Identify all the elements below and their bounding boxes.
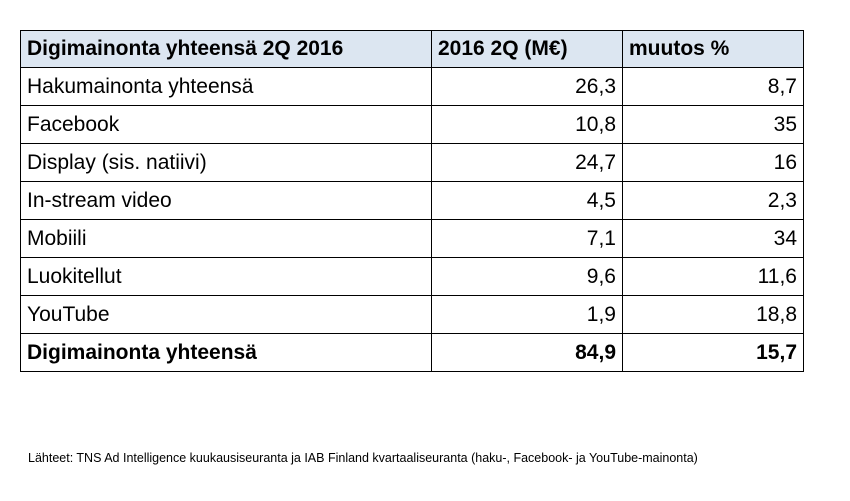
table-cell: Facebook (20, 105, 432, 144)
table-row: Display (sis. natiivi) 24,7 16 (20, 143, 804, 182)
header-row: Digimainonta yhteensä 2Q 2016 2016 2Q (M€… (20, 30, 804, 68)
table-cell: 24,7 (431, 143, 623, 182)
table-cell: 26,3 (431, 67, 623, 106)
table-cell: Mobiili (20, 219, 432, 258)
table-cell: Luokitellut (20, 257, 432, 296)
table-row: In-stream video 4,5 2,3 (20, 181, 804, 220)
source-note: Lähteet: TNS Ad Intelligence kuukausiseu… (28, 451, 698, 465)
table-cell: 15,7 (622, 333, 804, 372)
table-cell: 16 (622, 143, 804, 182)
header-cell: Digimainonta yhteensä 2Q 2016 (20, 30, 432, 68)
table-cell: 18,8 (622, 295, 804, 334)
table-cell: In-stream video (20, 181, 432, 220)
table-body: Digimainonta yhteensä 2Q 2016 2016 2Q (M€… (20, 30, 804, 372)
table-cell: 84,9 (431, 333, 623, 372)
table-cell: 2,3 (622, 181, 804, 220)
table-cell: Display (sis. natiivi) (20, 143, 432, 182)
table-row: Hakumainonta yhteensä 26,3 8,7 (20, 67, 804, 106)
table-cell: 7,1 (431, 219, 623, 258)
table-cell: 9,6 (431, 257, 623, 296)
header-cell: muutos % (622, 30, 804, 68)
table-cell: 8,7 (622, 67, 804, 106)
table-cell: YouTube (20, 295, 432, 334)
table-row: Digimainonta yhteensä 84,9 15,7 (20, 333, 804, 372)
table-row: Luokitellut 9,6 11,6 (20, 257, 804, 296)
table-row: Facebook 10,8 35 (20, 105, 804, 144)
header-cell: 2016 2Q (M€) (431, 30, 623, 68)
table-cell: 1,9 (431, 295, 623, 334)
table-cell: 11,6 (622, 257, 804, 296)
data-table: Digimainonta yhteensä 2Q 2016 2016 2Q (M€… (20, 30, 804, 372)
table-cell: 35 (622, 105, 804, 144)
table-cell: Digimainonta yhteensä (20, 333, 432, 372)
table-row: Mobiili 7,1 34 (20, 219, 804, 258)
table-cell: Hakumainonta yhteensä (20, 67, 432, 106)
table-row: YouTube 1,9 18,8 (20, 295, 804, 334)
table-cell: 10,8 (431, 105, 623, 144)
table-cell: 34 (622, 219, 804, 258)
table-cell: 4,5 (431, 181, 623, 220)
